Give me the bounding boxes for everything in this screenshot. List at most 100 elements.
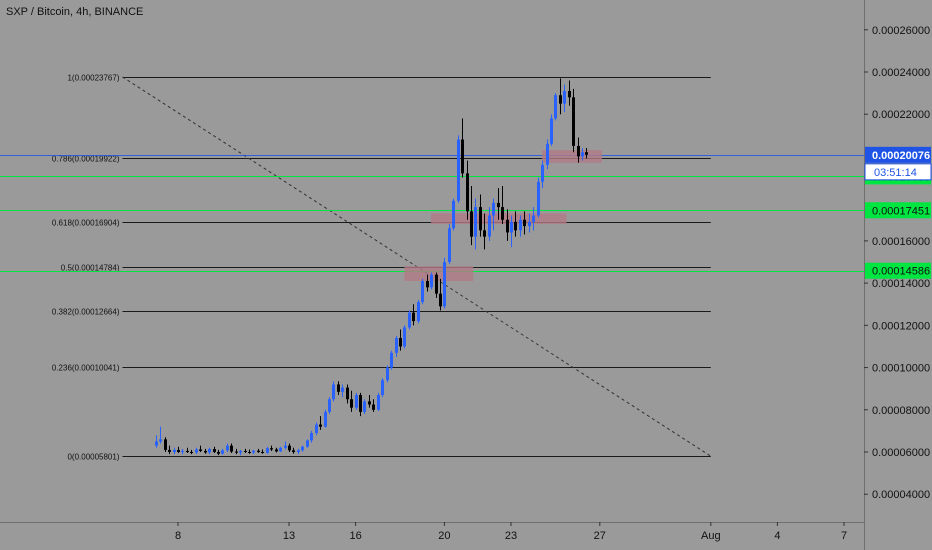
candle[interactable]	[284, 441, 287, 450]
candle[interactable]	[532, 207, 535, 231]
candle[interactable]	[368, 395, 371, 408]
candle[interactable]	[186, 447, 189, 454]
candle[interactable]	[315, 422, 318, 436]
candle[interactable]	[581, 148, 584, 161]
candle[interactable]	[528, 213, 531, 233]
candle[interactable]	[159, 426, 162, 444]
candle[interactable]	[363, 399, 366, 414]
candle[interactable]	[372, 399, 375, 412]
candle[interactable]	[408, 310, 411, 330]
candle[interactable]	[173, 447, 176, 455]
candle[interactable]	[346, 384, 349, 404]
candle[interactable]	[386, 365, 389, 383]
candle[interactable]	[217, 449, 220, 456]
candle[interactable]	[155, 435, 158, 448]
candle[interactable]	[168, 445, 171, 455]
candle[interactable]	[390, 350, 393, 370]
candle[interactable]	[421, 278, 424, 305]
candle[interactable]	[501, 186, 504, 224]
candle[interactable]	[244, 448, 247, 454]
candle[interactable]	[519, 215, 522, 237]
candle[interactable]	[208, 447, 211, 455]
candle[interactable]	[181, 448, 184, 455]
candle[interactable]	[452, 198, 455, 231]
candle[interactable]	[292, 447, 295, 454]
candle[interactable]	[230, 443, 233, 454]
candle[interactable]	[537, 177, 540, 218]
candle[interactable]	[381, 378, 384, 398]
candle[interactable]	[195, 447, 198, 455]
candle[interactable]	[403, 325, 406, 349]
candle[interactable]	[457, 135, 460, 203]
candle[interactable]	[319, 416, 322, 430]
candle[interactable]	[359, 392, 362, 417]
candle[interactable]	[577, 137, 580, 163]
candle[interactable]	[546, 139, 549, 170]
candle[interactable]	[355, 392, 358, 410]
candle[interactable]	[572, 88, 575, 153]
candle[interactable]	[297, 448, 300, 455]
candle[interactable]	[199, 445, 202, 452]
candle[interactable]	[474, 198, 477, 250]
candle[interactable]	[550, 114, 553, 146]
candle[interactable]	[492, 198, 495, 231]
candle[interactable]	[585, 148, 588, 159]
candle[interactable]	[301, 445, 304, 452]
candle[interactable]	[261, 449, 264, 454]
candle[interactable]	[204, 448, 207, 454]
candle[interactable]	[341, 384, 344, 398]
candle[interactable]	[488, 207, 491, 241]
candle[interactable]	[563, 84, 566, 113]
candle[interactable]	[430, 272, 433, 290]
candle[interactable]	[439, 278, 442, 311]
candle[interactable]	[559, 78, 562, 115]
candle[interactable]	[177, 446, 180, 454]
candle[interactable]	[412, 304, 415, 326]
candle[interactable]	[235, 448, 238, 455]
candle[interactable]	[270, 445, 273, 451]
candle[interactable]	[479, 194, 482, 237]
candle-body	[306, 440, 309, 447]
candle[interactable]	[399, 329, 402, 351]
candle[interactable]	[435, 272, 438, 298]
candle[interactable]	[239, 449, 242, 456]
candle[interactable]	[275, 447, 278, 453]
candle[interactable]	[221, 448, 224, 455]
candle[interactable]	[541, 160, 544, 189]
candle[interactable]	[337, 381, 340, 395]
candle[interactable]	[514, 211, 517, 237]
candle[interactable]	[448, 224, 451, 265]
candle[interactable]	[257, 448, 260, 453]
candle[interactable]	[288, 443, 291, 452]
candle[interactable]	[164, 437, 167, 452]
candle[interactable]	[506, 209, 509, 241]
candle[interactable]	[310, 430, 313, 443]
candle[interactable]	[377, 392, 380, 411]
candle[interactable]	[443, 257, 446, 309]
candle[interactable]	[497, 188, 500, 220]
candle[interactable]	[279, 446, 282, 452]
candle[interactable]	[395, 335, 398, 357]
candle[interactable]	[466, 160, 469, 220]
candle[interactable]	[190, 449, 193, 455]
candle[interactable]	[510, 215, 513, 248]
candle[interactable]	[226, 443, 229, 452]
candle[interactable]	[470, 186, 473, 246]
candle[interactable]	[332, 381, 335, 402]
candle[interactable]	[417, 300, 420, 324]
candle[interactable]	[248, 449, 251, 454]
candle[interactable]	[324, 409, 327, 428]
candle[interactable]	[523, 211, 526, 235]
candle[interactable]	[426, 274, 429, 292]
candle[interactable]	[213, 446, 216, 454]
candle[interactable]	[350, 390, 353, 412]
candle[interactable]	[483, 213, 486, 250]
candle[interactable]	[568, 80, 571, 106]
candle[interactable]	[266, 446, 269, 454]
candle[interactable]	[461, 118, 464, 178]
candle[interactable]	[554, 93, 557, 121]
candle[interactable]	[328, 397, 331, 414]
candle[interactable]	[252, 449, 255, 455]
candle[interactable]	[306, 439, 309, 448]
